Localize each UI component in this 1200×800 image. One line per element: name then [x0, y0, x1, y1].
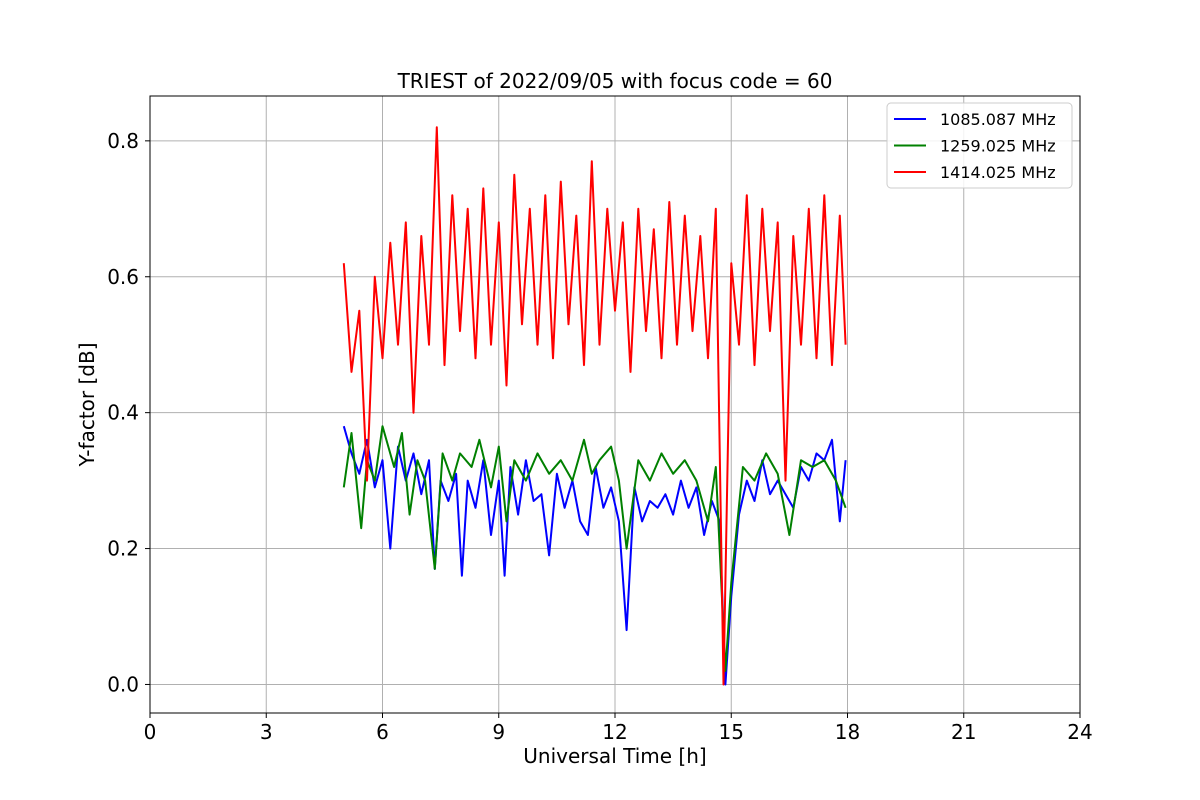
legend-label-2: 1259.025 MHz	[940, 137, 1056, 156]
x-tick-label: 18	[835, 720, 860, 744]
series-line-2	[342, 425, 847, 672]
x-tick-label: 0	[144, 720, 157, 744]
y-tick-label: 0.8	[107, 129, 139, 153]
x-tick-label: 3	[260, 720, 273, 744]
x-axis-label: Universal Time [h]	[523, 744, 706, 768]
axis-ticks: 0 3 6 9 12 15 18 21 24 0.0 0.2 0.4 0.6 0.8	[107, 129, 1093, 744]
axes-frame	[149, 95, 1081, 714]
plot-area	[342, 126, 847, 686]
x-tick-label: 12	[602, 720, 627, 744]
y-tick-label: 0.6	[107, 265, 139, 289]
y-tick-label: 0.4	[107, 401, 139, 425]
y-axis-label: Y-factor [dB]	[75, 342, 99, 467]
legend-label-3: 1414.025 MHz	[940, 163, 1056, 182]
series-line-3	[342, 126, 847, 686]
x-tick-label: 6	[376, 720, 389, 744]
y-tick-label: 0.0	[107, 672, 139, 696]
x-tick-label: 21	[951, 720, 976, 744]
x-tick-label: 9	[492, 720, 505, 744]
legend-box	[886, 102, 1073, 189]
legend: 1085.087 MHz 1259.025 MHz 1414.025 MHz	[886, 102, 1073, 189]
legend-label-1: 1085.087 MHz	[940, 110, 1056, 129]
chart-title: TRIEST of 2022/09/05 with focus code = 6…	[397, 69, 833, 93]
x-tick-label: 24	[1067, 720, 1092, 744]
x-tick-label: 15	[719, 720, 744, 744]
y-tick-label: 0.2	[107, 537, 139, 561]
